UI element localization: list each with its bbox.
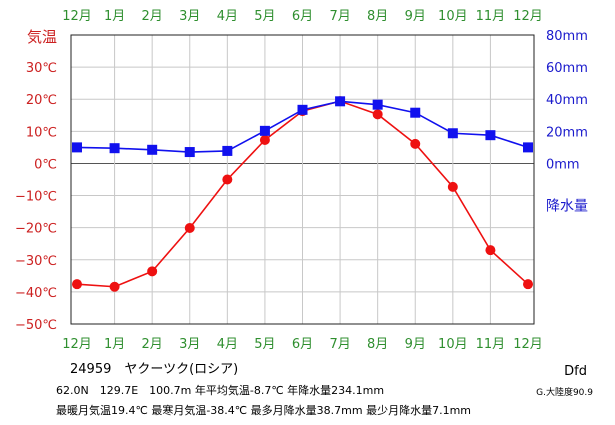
temperature-axis-ticks: 30℃ 20℃ 10℃ 0℃ −10℃ −20℃ −30℃ −40℃ −50℃ — [15, 61, 57, 333]
temperature-tick-label: 0℃ — [34, 157, 57, 172]
temperature-point — [447, 181, 458, 192]
month-label-top: 3月 — [179, 9, 200, 24]
precipitation-series — [72, 96, 533, 158]
month-label-bottom: 9月 — [405, 337, 426, 352]
month-label-bottom: 1月 — [104, 337, 125, 352]
month-label-top: 10月 — [438, 9, 468, 24]
temperature-point — [372, 109, 383, 120]
month-label-top: 9月 — [405, 9, 426, 24]
temperature-tick-label: 20℃ — [26, 93, 57, 108]
month-label-bottom: 12月 — [62, 337, 92, 352]
temperature-tick-label: −50℃ — [15, 318, 57, 333]
temperature-tick-label: 30℃ — [26, 61, 57, 76]
month-label-top: 1月 — [104, 9, 125, 24]
precipitation-point — [184, 147, 195, 158]
temperature-point — [222, 174, 233, 185]
temperature-point — [147, 266, 158, 277]
precipitation-point — [109, 143, 120, 154]
month-label-top: 12月 — [62, 9, 92, 24]
month-label-top: 4月 — [217, 9, 238, 24]
precipitation-point — [447, 128, 458, 139]
month-label-bottom: 3月 — [179, 337, 200, 352]
precipitation-axis-ticks: 80mm 60mm 40mm 20mm 0mm — [546, 29, 588, 172]
station-info-line-2: 最暖月気温19.4℃ 最寒月気温-38.4℃ 最多月降水量38.7mm 最少月降… — [56, 404, 471, 417]
month-label-bottom: 5月 — [254, 337, 275, 352]
month-label-bottom: 2月 — [142, 337, 163, 352]
precipitation-point — [72, 142, 82, 153]
precipitation-point — [259, 125, 270, 136]
temperature-point — [109, 281, 120, 292]
precipitation-tick-label: 40mm — [546, 93, 588, 108]
month-label-top: 2月 — [142, 9, 163, 24]
station-title: 24959 ヤクーツク(ロシア) — [70, 362, 239, 377]
precipitation-point — [222, 145, 233, 156]
month-label-top: 11月 — [476, 9, 506, 24]
month-label-bottom: 12月 — [513, 337, 543, 352]
month-label-top: 8月 — [367, 9, 388, 24]
plot-frame — [70, 34, 535, 325]
precipitation-point — [297, 104, 308, 115]
month-label-top: 5月 — [254, 9, 275, 24]
month-label-bottom: 6月 — [292, 337, 313, 352]
temperature-tick-label: 10℃ — [26, 125, 57, 140]
month-label-bottom: 7月 — [329, 337, 350, 352]
temperature-tick-label: −20℃ — [15, 222, 57, 237]
precipitation-tick-label: 0mm — [546, 157, 580, 172]
precipitation-point — [523, 142, 533, 153]
bottom-month-labels: 12月 1月 2月 3月 4月 5月 6月 7月 8月 9月 10月 11月 12月 — [62, 337, 543, 352]
month-label-top: 6月 — [292, 9, 313, 24]
month-label-bottom: 8月 — [367, 337, 388, 352]
top-month-labels: 12月 1月 2月 3月 4月 5月 6月 7月 8月 9月 10月 11月 12月 — [62, 9, 543, 24]
climate-classification: Dfd — [564, 364, 587, 379]
temperature-point — [410, 138, 421, 149]
precipitation-point — [335, 96, 346, 107]
precipitation-point — [147, 144, 158, 155]
precipitation-axis-title: 降水量 — [546, 199, 588, 215]
month-label-top: 7月 — [329, 9, 350, 24]
precipitation-point — [410, 107, 421, 118]
temperature-point — [485, 245, 496, 256]
precipitation-tick-label: 80mm — [546, 29, 588, 44]
continentality-index: G.大陸度90.9 — [536, 388, 593, 398]
grid-lines — [71, 35, 534, 324]
precipitation-tick-label: 60mm — [546, 61, 588, 76]
precipitation-point — [485, 130, 496, 141]
month-label-bottom: 4月 — [217, 337, 238, 352]
temperature-axis-title: 気温 — [27, 28, 57, 46]
temperature-point — [184, 222, 195, 233]
station-info-line-1: 62.0N 129.7E 100.7m 年平均気温-8.7℃ 年降水量234.1… — [56, 384, 385, 397]
temperature-tick-label: −30℃ — [15, 254, 57, 269]
precipitation-tick-label: 20mm — [546, 125, 588, 140]
temperature-tick-label: −40℃ — [15, 286, 57, 301]
month-label-bottom: 11月 — [476, 337, 506, 352]
month-label-top: 12月 — [513, 9, 543, 24]
month-label-bottom: 10月 — [438, 337, 468, 352]
precipitation-point — [372, 99, 383, 110]
temperature-tick-label: −10℃ — [15, 190, 57, 205]
temperature-point — [259, 135, 270, 146]
temperature-point — [72, 279, 82, 290]
temperature-point — [523, 279, 533, 290]
